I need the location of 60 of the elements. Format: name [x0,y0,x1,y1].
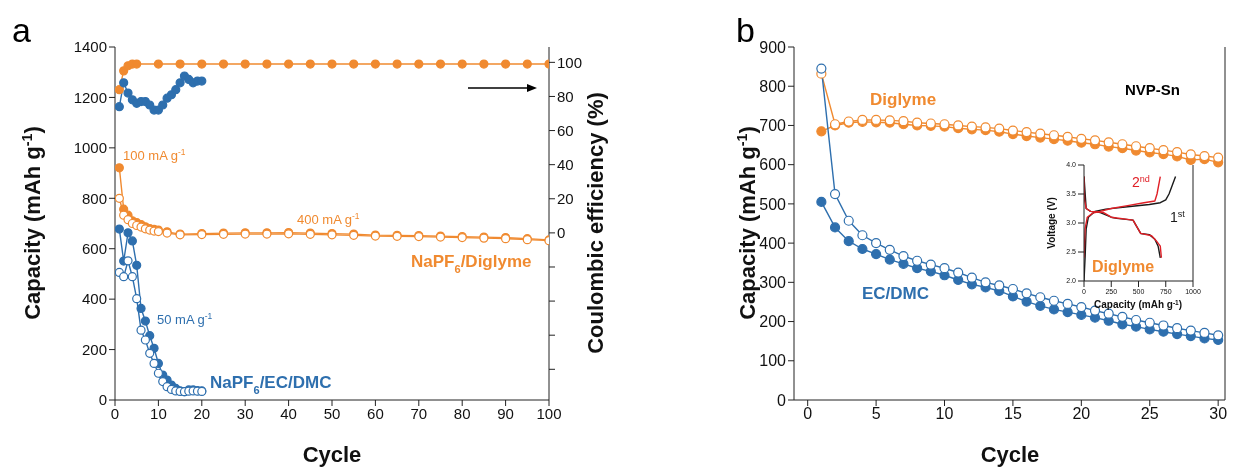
y-tick-label: 200 [81,340,107,358]
series-label: Diglyme [870,90,937,109]
annotation: Diglyme [1092,258,1155,275]
y2-tick-label: 40 [557,155,574,173]
y-tick-label: 800 [759,77,787,95]
x-tick-label: 20 [193,404,211,422]
x-tick-label: 100 [536,404,562,422]
y2-tick-label: 20 [557,190,574,208]
x-tick-label: 60 [367,404,384,422]
x-axis-title: Cycle [980,442,1040,467]
x-tick-label: 40 [280,404,297,422]
annotation: 100 mA g$^{-1}$ [123,147,186,163]
x-tick-label: 5 [871,405,881,423]
x-tick-label: 0 [803,405,813,423]
series-label: EC/DMC [862,284,930,303]
y-tick-label: 600 [81,240,107,258]
series-label: 2$^{nd}$ [1132,174,1150,190]
y-tick-label: 600 [759,156,787,174]
series-label: NaPF$_{6}$/Diglyme [411,252,532,275]
x-tick-label: 30 [236,404,254,422]
y-tick-label: 0 [777,391,787,409]
x-tick-label: 80 [453,404,471,422]
y-tick-label: 300 [759,274,787,292]
annotation: NVP-Sn [1125,81,1181,98]
y2-tick-label: 80 [557,87,574,105]
x-axis-title: Capacity (mAh g$^{-1}$) [1093,298,1183,310]
x-tick-label: 70 [410,404,428,422]
x-tick-label: 90 [497,404,514,422]
y-tick-label: 0 [98,391,107,409]
y2-tick-label: 0 [557,224,566,242]
annotation: 400 mA g$^{-1}$ [297,211,360,227]
y-tick-label: 700 [759,117,787,135]
annotation: 50 mA g$^{-1}$ [157,311,213,327]
y-axis-title: Voltage (V) [1046,197,1057,249]
y-tick-label: 200 [759,313,787,331]
y2-tick-label: 100 [557,53,583,71]
x-tick-label: 25 [1140,405,1159,423]
y-tick-label: 1200 [73,88,107,106]
x-axis-title: Cycle [302,442,362,467]
y-tick-label: 1400 [73,38,107,56]
y-tick-label: 800 [81,189,107,207]
y-tick-label: 900 [759,38,787,56]
y-tick-label: 1000 [73,139,107,157]
x-tick-label: 10 [935,405,954,423]
x-tick-label: 50 [323,404,341,422]
series-label: 1$^{st}$ [1170,209,1186,225]
x-tick-label: 10 [150,404,167,422]
y-tick-label: 400 [81,290,107,308]
text: a [12,11,31,49]
x-tick-label: 30 [1209,405,1228,423]
y-tick-label: 500 [759,195,787,213]
x-tick-label: 20 [1072,405,1091,423]
series-label: NaPF$_{6}$/EC/DMC [210,373,332,396]
x-tick-label: 0 [110,404,120,422]
text: b [736,11,755,49]
x-tick-label: 15 [1004,405,1022,423]
y2-tick-label: 60 [557,121,574,139]
y-tick-label: 400 [759,234,787,252]
y2-axis-title: Coulombic efficiency (%) [583,92,608,354]
y-tick-label: 100 [759,352,787,370]
